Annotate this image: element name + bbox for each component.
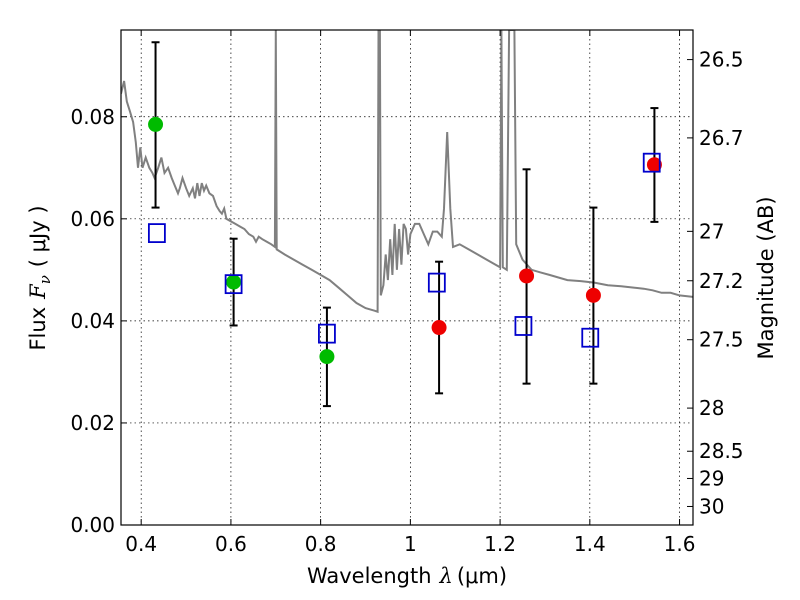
y-axis-ticks: 0.00 0.02 0.04 0.06 0.08 xyxy=(70,105,127,537)
x-tick-label-2: 0.8 xyxy=(305,532,337,556)
y2-tick-label-6: 28.5 xyxy=(699,439,744,463)
model-square-4 xyxy=(514,316,533,336)
y-tick-label-2: 0.04 xyxy=(70,309,115,333)
x-tick-label-5: 1.4 xyxy=(574,532,606,556)
model-square-5 xyxy=(581,327,600,348)
model-spectrum-line xyxy=(121,30,693,314)
y2-tick-label-7: 29 xyxy=(699,466,724,490)
photometry-points xyxy=(148,116,662,365)
data-point-3 xyxy=(431,320,447,336)
y2-axis-ticks: 26.5 26.7 27 27.2 27.5 28 28.5 29 30 xyxy=(687,48,744,518)
x-tick-label-1: 0.6 xyxy=(215,532,247,556)
model-square-0 xyxy=(147,223,166,244)
y2-tick-label-1: 26.7 xyxy=(699,126,744,150)
data-point-2 xyxy=(319,349,335,365)
data-point-5 xyxy=(585,287,601,303)
y2-tick-label-8: 30 xyxy=(699,494,724,518)
y2-tick-label-5: 28 xyxy=(699,396,724,420)
y-tick-label-0: 0.00 xyxy=(70,513,115,537)
y2-tick-label-3: 27.2 xyxy=(699,269,744,293)
y-tick-label-3: 0.06 xyxy=(70,207,115,231)
y-tick-label-1: 0.02 xyxy=(70,411,115,435)
y2-tick-label-4: 27.5 xyxy=(699,328,744,352)
model-photometry-squares xyxy=(147,152,661,348)
model-square-3 xyxy=(427,272,446,293)
data-point-0 xyxy=(148,116,164,132)
x-tick-label-0: 0.4 xyxy=(125,532,157,556)
x-tick-label-4: 1.2 xyxy=(484,532,516,556)
error-bars xyxy=(151,41,659,408)
x-axis-ticks: 0.4 0.6 0.8 1 1.2 1.4 1.6 xyxy=(125,30,695,556)
data-point-4 xyxy=(519,268,535,284)
model-square-1 xyxy=(224,274,243,295)
model-square-2 xyxy=(318,323,336,344)
data-point-1 xyxy=(226,274,242,290)
y2-axis-label: Magnitude (AB) xyxy=(754,196,778,359)
plot-frame xyxy=(120,29,694,526)
grid-lines xyxy=(121,30,693,526)
y2-tick-label-0: 26.5 xyxy=(699,48,744,72)
data-point-6 xyxy=(646,157,662,173)
model-square-6 xyxy=(642,152,661,173)
y-tick-label-4: 0.08 xyxy=(70,105,115,129)
x-tick-label-3: 1 xyxy=(404,532,417,556)
y-axis-label: FluxFν( μJy ) xyxy=(26,205,54,350)
y2-tick-label-2: 27 xyxy=(699,219,724,243)
x-tick-label-6: 1.6 xyxy=(664,532,696,556)
x-axis-label: Wavelength λ (μm) xyxy=(307,564,507,588)
